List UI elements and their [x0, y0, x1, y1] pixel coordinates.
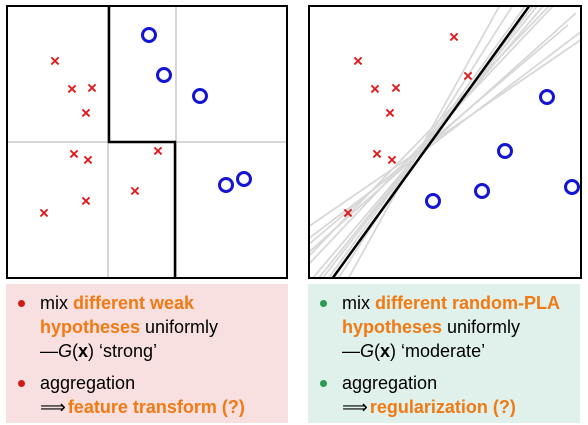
quality-label: ‘moderate’	[401, 341, 486, 361]
highlight-text: different random-PLA hypotheses	[342, 293, 560, 337]
crosses: × × × × × × × × ×	[343, 28, 473, 223]
pla-line	[308, 5, 551, 258]
right-summary-box: mix different random-PLA hypotheses unif…	[308, 284, 580, 423]
left-summary-box: mix different weak hypotheses uniformly …	[6, 284, 288, 423]
pla-line	[308, 24, 569, 246]
cross-marker: ×	[39, 204, 49, 223]
circle-marker	[474, 183, 490, 199]
func-name: G	[58, 341, 73, 361]
highlight-text: different weak hypotheses	[40, 293, 195, 337]
right-bullet-mix: mix different random-PLA hypotheses unif…	[318, 291, 572, 363]
dash: —	[40, 341, 58, 361]
cross-marker: ×	[81, 192, 91, 211]
crosses: × × × × × × × × × ×	[39, 52, 163, 223]
func-name: G	[360, 341, 375, 361]
aggregation-label: aggregation	[40, 373, 136, 393]
circle-marker	[236, 171, 252, 187]
cross-marker: ×	[67, 80, 77, 99]
circles	[141, 27, 252, 193]
cross-marker: ×	[463, 67, 473, 86]
right-bullet-aggregation: aggregation ⟹ regularization (?)	[318, 371, 572, 419]
cross-marker: ×	[69, 145, 79, 164]
pla-line	[321, 5, 535, 279]
circle-marker	[141, 27, 157, 43]
cross-marker: ×	[391, 79, 401, 98]
plot-frame	[6, 5, 288, 279]
right-random-pla-plot: × × × × × × × × ×	[308, 5, 582, 279]
aggregation-label: aggregation	[342, 373, 438, 393]
bullet-suffix: uniformly	[140, 317, 219, 337]
bullet-prefix: mix	[342, 293, 375, 313]
cross-marker: ×	[343, 204, 353, 223]
cross-marker: ×	[385, 104, 395, 123]
quality-label: ‘strong’	[99, 341, 158, 361]
pla-hypothesis-lines	[308, 5, 582, 279]
cross-marker: ×	[153, 142, 163, 161]
cross-marker: ×	[87, 79, 97, 98]
cross-marker: ×	[449, 28, 459, 47]
pla-line	[308, 38, 582, 228]
dash: —	[342, 341, 360, 361]
result-text: feature transform (?)	[67, 397, 245, 417]
circles	[425, 89, 580, 209]
bullet-prefix: mix	[40, 293, 73, 313]
result-text: regularization (?)	[369, 397, 516, 417]
cross-marker: ×	[387, 151, 397, 170]
cross-marker: ×	[130, 182, 140, 201]
averaged-boundary	[330, 5, 532, 279]
aggregated-boundary	[107, 5, 177, 279]
pla-line	[347, 5, 501, 279]
left-decision-stump-plot: × × × × × × × × × ×	[6, 5, 288, 279]
bullet-dot	[320, 380, 327, 387]
circle-marker	[156, 67, 172, 83]
circle-marker	[539, 89, 555, 105]
cross-marker: ×	[370, 80, 380, 99]
plot-frame	[308, 5, 582, 279]
circle-marker	[564, 179, 580, 195]
pla-line	[337, 5, 514, 279]
left-bullet-aggregation: aggregation ⟹ feature transform (?)	[16, 371, 280, 419]
pla-line	[308, 12, 577, 254]
circle-marker	[218, 177, 234, 193]
bullet-dot	[18, 380, 25, 387]
cross-marker: ×	[83, 151, 93, 170]
bullet-suffix: uniformly	[442, 317, 521, 337]
bullet-dot	[320, 300, 327, 307]
implies-arrow: ⟹	[40, 397, 66, 417]
cross-marker: ×	[81, 104, 91, 123]
circle-marker	[425, 193, 441, 209]
left-bullet-mix: mix different weak hypotheses uniformly …	[16, 291, 280, 363]
func-arg: x	[380, 341, 391, 361]
circle-marker	[497, 143, 513, 159]
func-arg: x	[78, 341, 89, 361]
circle-marker	[192, 88, 208, 104]
cross-marker: ×	[353, 52, 363, 71]
cross-marker: ×	[50, 52, 60, 71]
bullet-dot	[18, 300, 25, 307]
implies-arrow: ⟹	[342, 397, 368, 417]
cross-marker: ×	[372, 145, 382, 164]
pla-line	[308, 30, 582, 240]
